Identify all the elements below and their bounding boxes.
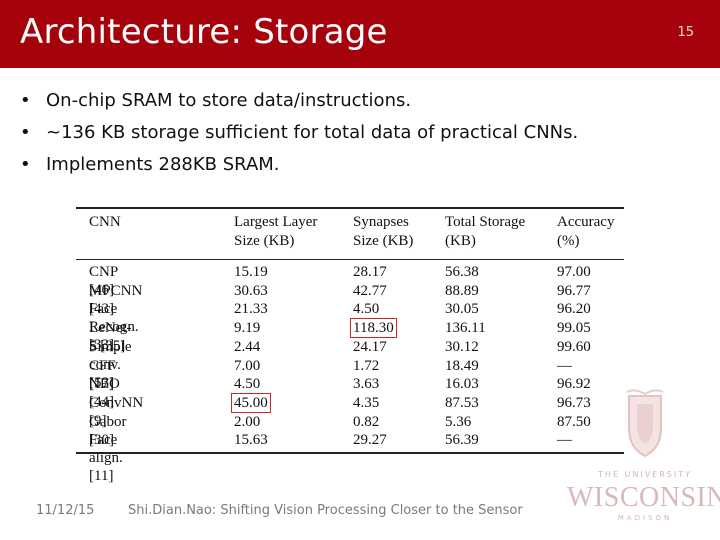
cell-synapses: 1.72 xyxy=(353,357,380,374)
cell-accuracy: — xyxy=(557,357,572,374)
column-header-accuracy: Accuracy (%) xyxy=(557,214,615,249)
bullet-text: Implements 288KB SRAM. xyxy=(46,154,280,175)
cell-cnn: LeNet-5 [35] xyxy=(89,320,132,355)
cell-synapses: 42.77 xyxy=(353,282,387,299)
logo-wordmark: WISCONSIN xyxy=(567,482,720,513)
cell-total-storage: 56.38 xyxy=(445,264,479,280)
cell-cnn: MPCNN [43] xyxy=(89,282,143,317)
cell-cnn: Face align. [11] xyxy=(89,432,123,485)
bullet-item: • On-chip SRAM to store data/instructions… xyxy=(20,88,578,120)
cell-cnn: Gabor [30] xyxy=(89,413,127,448)
table-top-rule xyxy=(76,207,624,209)
slide-number: 15 xyxy=(677,25,694,40)
cell-total-storage: 56.39 xyxy=(445,432,479,449)
cell-total-storage: 5.36 xyxy=(445,413,472,430)
cell-largest-layer: 4.50 xyxy=(234,376,261,393)
bullet-icon: • xyxy=(20,122,31,143)
bullet-list: • On-chip SRAM to store data/instructions… xyxy=(20,88,578,184)
cell-accuracy: — xyxy=(557,432,572,449)
table-header-rule xyxy=(76,259,624,260)
cell-largest-layer: 15.19 xyxy=(234,264,268,280)
bullet-item: • Implements 288KB SRAM. xyxy=(20,152,578,184)
column-header-cnn: CNN xyxy=(89,214,121,230)
cell-cnn: CFF [17] xyxy=(89,357,116,392)
cell-total-storage: 16.03 xyxy=(445,376,479,393)
cell-cnn: Simple conv. [53] xyxy=(89,338,132,391)
cell-total-storage: 88.89 xyxy=(445,282,479,299)
table-bottom-rule xyxy=(76,452,624,454)
cell-synapses: 4.50 xyxy=(353,301,380,318)
cell-cnn: CNP [46] xyxy=(89,264,118,298)
cell-largest-layer: 2.00 xyxy=(234,413,261,430)
logo-line-university: THE UNIVERSITY xyxy=(598,470,692,479)
cell-largest-layer: 7.00 xyxy=(234,357,261,374)
cell-accuracy: 96.92 xyxy=(557,376,591,393)
cell-total-storage: 18.49 xyxy=(445,357,479,374)
cell-largest-layer: 45.00 xyxy=(231,392,271,413)
crest-icon xyxy=(626,389,664,458)
cell-synapses: 3.63 xyxy=(353,376,380,393)
cell-accuracy: 87.50 xyxy=(557,413,591,430)
slide-title: Architecture: Storage xyxy=(20,12,388,52)
cell-cnn: NEO [44] xyxy=(89,376,120,411)
title-bar: Architecture: Storage 15 xyxy=(0,0,720,68)
cell-synapses: 28.17 xyxy=(353,264,387,280)
footer-title: Shi.Dian.Nao: Shifting Vision Processing… xyxy=(128,503,523,518)
cell-largest-layer: 2.44 xyxy=(234,338,261,355)
cell-largest-layer: 21.33 xyxy=(234,301,268,318)
bullet-text: ~136 KB storage sufficient for total dat… xyxy=(46,122,579,143)
cell-cnn: ConvNN [9] xyxy=(89,394,144,429)
cell-synapses: 118.30 xyxy=(350,318,397,339)
cell-total-storage: 87.53 xyxy=(445,394,479,411)
logo-line-madison: MADISON xyxy=(617,514,673,522)
cell-accuracy: 99.05 xyxy=(557,320,591,337)
university-logo: THE UNIVERSITY WISCONSIN MADISON xyxy=(565,388,720,528)
cell-accuracy: 96.73 xyxy=(557,394,591,411)
cell-largest-layer: 9.19 xyxy=(234,320,261,337)
cell-accuracy: 96.77 xyxy=(557,282,591,299)
bullet-item: • ~136 KB storage sufficient for total da… xyxy=(20,120,578,152)
column-header-synapses: Synapses Size (KB) xyxy=(353,214,414,249)
cell-accuracy: 99.60 xyxy=(557,338,591,355)
cell-synapses: 4.35 xyxy=(353,394,380,411)
cell-accuracy: 97.00 xyxy=(557,264,591,280)
cell-total-storage: 136.11 xyxy=(445,320,486,337)
column-header-largest-layer: Largest Layer Size (KB) xyxy=(234,214,318,249)
bullet-icon: • xyxy=(20,154,31,175)
cell-synapses: 24.17 xyxy=(353,338,387,355)
cell-largest-layer: 15.63 xyxy=(234,432,268,449)
cell-largest-layer: 30.63 xyxy=(234,282,268,299)
cell-total-storage: 30.05 xyxy=(445,301,479,318)
cell-accuracy: 96.20 xyxy=(557,301,591,318)
column-header-total-storage: Total Storage (KB) xyxy=(445,214,526,249)
cell-synapses: 0.82 xyxy=(353,413,380,430)
cell-synapses: 29.27 xyxy=(353,432,387,449)
cell-cnn: Face Recogn. [33] xyxy=(89,301,139,354)
cell-total-storage: 30.12 xyxy=(445,338,479,355)
bullet-text: On-chip SRAM to store data/instructions. xyxy=(46,90,412,111)
footer-date: 11/12/15 xyxy=(36,503,95,518)
bullet-icon: • xyxy=(20,90,31,111)
